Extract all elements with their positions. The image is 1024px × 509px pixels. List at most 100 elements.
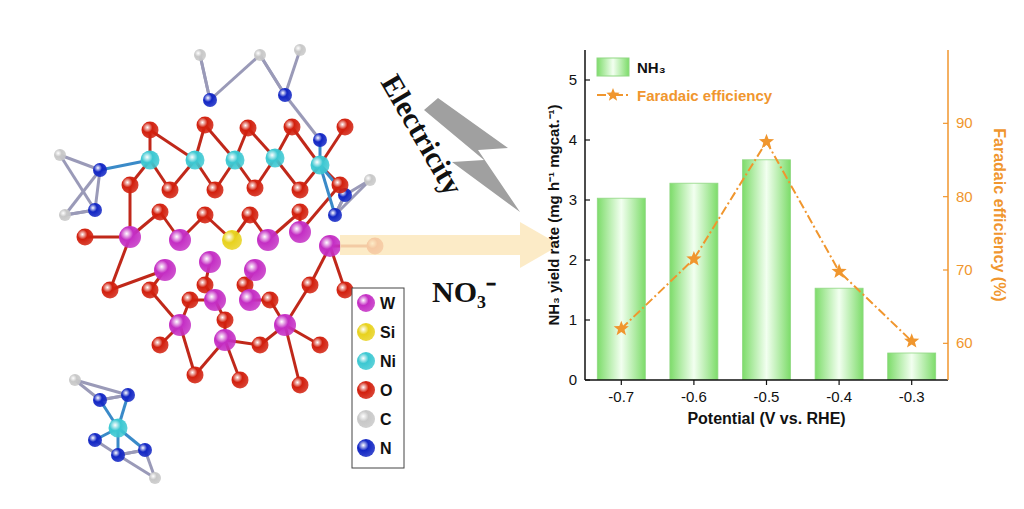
- y-tick: [585, 199, 590, 200]
- x-axis-title: Potential (V vs. RHE): [687, 410, 845, 427]
- element-label: Ni: [380, 353, 396, 370]
- atom: [122, 177, 139, 194]
- atom: [292, 377, 309, 394]
- atom: [142, 122, 159, 139]
- atom: [204, 289, 226, 311]
- element-label: Si: [380, 324, 395, 341]
- line: [621, 142, 911, 341]
- atom: [302, 277, 319, 294]
- bonds: [60, 50, 375, 478]
- atom: [187, 367, 204, 384]
- atom: [240, 120, 257, 137]
- y-tick: [585, 139, 590, 140]
- element-swatch: [357, 323, 375, 341]
- plot-marks: [597, 134, 935, 380]
- atom: [217, 312, 234, 329]
- atom: [332, 177, 349, 194]
- bond: [260, 55, 285, 95]
- atom: [337, 119, 354, 136]
- y-tick-label: 2: [569, 251, 577, 268]
- y-tick: [585, 379, 590, 380]
- marker: [614, 321, 629, 335]
- atom: [203, 93, 217, 107]
- y2-tick: [943, 196, 948, 197]
- element-label: C: [380, 411, 392, 428]
- marker: [831, 263, 846, 277]
- y2-tick-label: 60: [956, 334, 973, 351]
- atom: [102, 282, 119, 299]
- atom: [109, 419, 128, 438]
- y2-tick: [943, 343, 948, 344]
- x-tick-label: -0.5: [754, 388, 780, 405]
- y2-axis-title: Faradaic efficiency (%): [991, 128, 1008, 301]
- x-tick: [693, 380, 694, 385]
- y2-tick: [943, 123, 948, 124]
- bar: [597, 198, 645, 380]
- atom: [77, 229, 94, 246]
- x-tick-label: -0.6: [681, 388, 707, 405]
- legend-label: Faradaic efficiency: [637, 87, 773, 104]
- atom: [149, 472, 161, 484]
- element-swatch: [357, 439, 375, 457]
- y-tick: [585, 319, 590, 320]
- atom: [274, 314, 296, 336]
- bond: [260, 55, 285, 95]
- bond: [210, 55, 260, 100]
- atom: [252, 337, 269, 354]
- atom: [121, 388, 135, 402]
- atom: [226, 151, 245, 170]
- atom: [93, 393, 107, 407]
- atom: [162, 182, 179, 199]
- atom: [141, 151, 160, 170]
- atom: [214, 329, 236, 351]
- bar: [670, 183, 718, 380]
- x-tick: [621, 380, 622, 385]
- bar: [815, 288, 863, 380]
- atom: [319, 235, 341, 257]
- atom: [197, 117, 214, 134]
- atom: [313, 133, 327, 147]
- background: [0, 0, 1024, 509]
- atom: [111, 448, 125, 462]
- y-tick-label: 4: [569, 131, 577, 148]
- atom: [289, 221, 311, 243]
- atom: [247, 180, 264, 197]
- atom: [257, 229, 279, 251]
- y2-tick-label: 80: [956, 188, 973, 205]
- element-swatch: [357, 294, 375, 312]
- y-axis-title: NH₃ yield rate (mg h⁻¹ mgcat.⁻¹): [545, 104, 562, 325]
- x-tick: [911, 380, 912, 385]
- atom: [88, 433, 102, 447]
- atom: [244, 259, 266, 281]
- y2-tick-label: 90: [956, 114, 973, 131]
- molecule: [54, 44, 384, 484]
- legend-label: NH₃: [637, 59, 666, 76]
- atom: [59, 209, 71, 221]
- y-tick-label: 3: [569, 191, 577, 208]
- atom: [88, 203, 102, 217]
- atom: [169, 314, 191, 336]
- marker: [686, 251, 701, 265]
- atom: [207, 182, 224, 199]
- atom: [294, 44, 306, 56]
- atom: [337, 282, 354, 299]
- atom: [254, 49, 266, 61]
- y-tick-label: 1: [569, 311, 577, 328]
- atom: [93, 163, 107, 177]
- atom: [142, 282, 159, 299]
- legend: NH₃ Faradaic efficiency: [597, 58, 773, 104]
- y2-axis-line: [947, 50, 949, 380]
- atom: [278, 88, 292, 102]
- atom: [152, 204, 169, 221]
- marker: [904, 333, 919, 347]
- atom: [186, 151, 205, 170]
- page: WSiNiOCNElectricityNO₃⁻01234560708090-0.…: [0, 0, 1024, 509]
- atom: [364, 174, 376, 186]
- y-tick: [585, 259, 590, 260]
- x-tick-label: -0.7: [608, 388, 634, 405]
- atom: [154, 259, 176, 281]
- atom: [138, 443, 152, 457]
- atom: [194, 49, 206, 61]
- y-tick-label: 5: [569, 71, 577, 88]
- element-swatch: [357, 352, 375, 370]
